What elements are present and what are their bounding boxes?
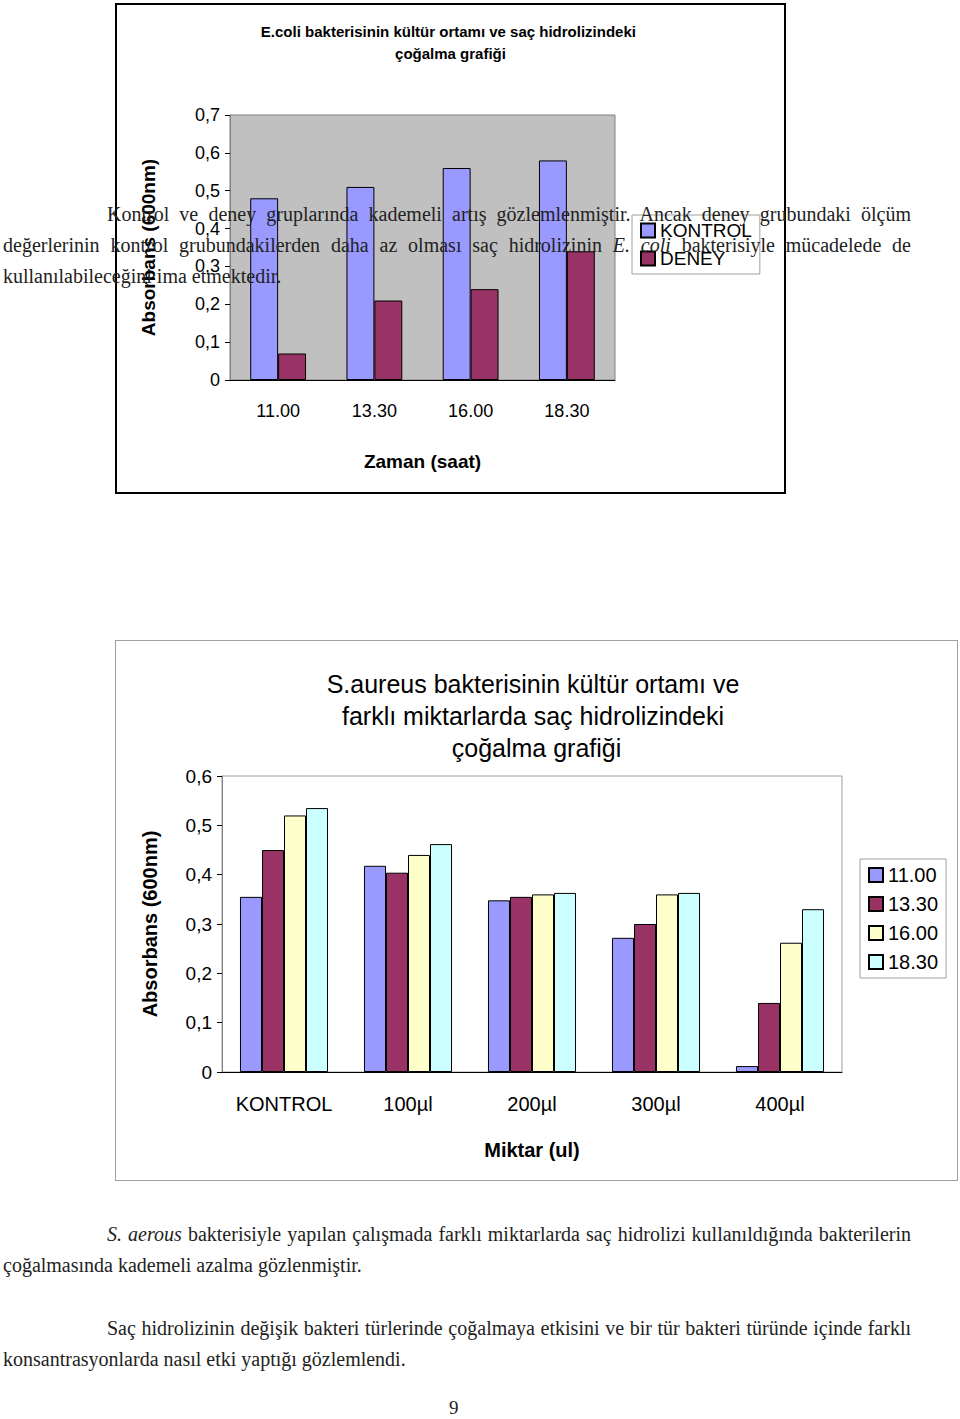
svg-text:0,4: 0,4 (186, 864, 213, 885)
svg-text:11.00: 11.00 (888, 864, 937, 886)
svg-text:S.aureus bakterisinin kültür o: S.aureus bakterisinin kültür ortamı ve (327, 670, 747, 698)
svg-text:0,1: 0,1 (186, 1012, 212, 1033)
svg-text:0,6: 0,6 (195, 143, 220, 163)
svg-text:200µl: 200µl (507, 1093, 556, 1115)
svg-text:100µl: 100µl (383, 1093, 432, 1115)
svg-text:Zaman (saat): Zaman (saat) (364, 451, 481, 472)
svg-text:0: 0 (201, 1062, 212, 1083)
svg-text:0,2: 0,2 (186, 963, 212, 984)
svg-text:E.coli bakterisinin kültür ort: E.coli bakterisinin kültür ortamı ve saç… (261, 23, 640, 40)
svg-text:13.30: 13.30 (352, 401, 397, 421)
svg-text:13.30: 13.30 (888, 893, 938, 915)
svg-text:çoğalma grafiği: çoğalma grafiği (395, 45, 506, 62)
svg-text:0,3: 0,3 (186, 914, 212, 935)
svg-text:0,2: 0,2 (195, 294, 220, 314)
svg-text:16.00: 16.00 (448, 401, 493, 421)
svg-text:KONTROL: KONTROL (236, 1093, 333, 1115)
svg-text:11.00: 11.00 (256, 401, 300, 421)
svg-text:0: 0 (210, 370, 220, 390)
svg-text:0,5: 0,5 (186, 815, 212, 836)
svg-text:Absorbans (600nm): Absorbans (600nm) (139, 831, 161, 1018)
svg-text:18.30: 18.30 (544, 401, 589, 421)
svg-text:Miktar (ul): Miktar (ul) (484, 1139, 580, 1161)
svg-text:çoğalma grafiği: çoğalma grafiği (452, 734, 622, 762)
svg-text:16.00: 16.00 (888, 922, 938, 944)
svg-text:0,5: 0,5 (195, 181, 220, 201)
svg-text:farklı miktarlarda saç hidroli: farklı miktarlarda saç hidrolizindeki (342, 702, 731, 730)
svg-text:0,6: 0,6 (186, 766, 212, 787)
svg-text:400µl: 400µl (755, 1093, 804, 1115)
svg-text:0,7: 0,7 (195, 105, 220, 125)
svg-text:0,1: 0,1 (195, 332, 220, 352)
svg-text:300µl: 300µl (631, 1093, 680, 1115)
svg-text:18.30: 18.30 (888, 951, 938, 973)
